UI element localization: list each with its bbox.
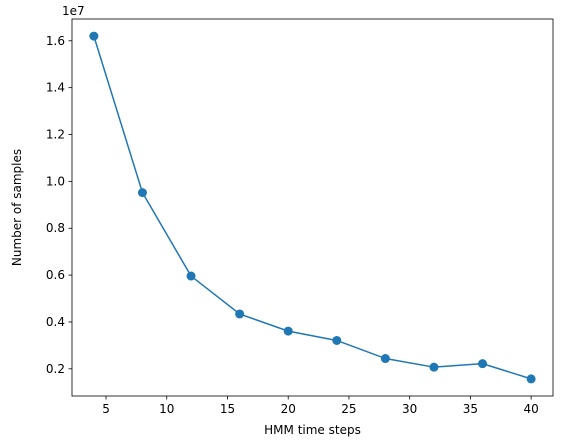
data-point: [283, 326, 293, 336]
x-tick-label: 30: [402, 402, 417, 416]
y-tick-label: 1.4: [46, 81, 65, 95]
y-axis-label: Number of samples: [10, 149, 24, 266]
data-point: [478, 359, 488, 369]
y-tick-label: 1.6: [46, 34, 65, 48]
data-point: [526, 374, 536, 384]
data-point: [380, 354, 390, 364]
y-tick-label: 0.6: [46, 268, 65, 282]
x-tick-label: 40: [523, 402, 538, 416]
y-axis-ticks: 0.2 0.4 0.6 0.8 1.0 1.2 1.4 1.6: [46, 34, 72, 376]
y-tick-label: 0.4: [46, 315, 65, 329]
data-point: [235, 309, 245, 319]
x-tick-label: 25: [341, 402, 356, 416]
data-point: [332, 335, 342, 345]
x-tick-label: 20: [281, 402, 296, 416]
data-point: [429, 362, 439, 372]
x-tick-label: 35: [463, 402, 478, 416]
series-line: [93, 35, 532, 380]
y-tick-label: 0.8: [46, 221, 65, 235]
y-tick-label: 1.0: [46, 174, 65, 188]
y-tick-label: 0.2: [46, 362, 65, 376]
x-axis-label: HMM time steps: [264, 423, 361, 437]
series-group: [89, 31, 536, 384]
x-axis-ticks: 5 10 15 20 25 30 35 40: [102, 396, 539, 416]
y-offset-label: 1e7: [62, 4, 85, 18]
x-tick-label: 15: [220, 402, 235, 416]
data-point: [89, 31, 99, 41]
data-point: [186, 271, 196, 281]
x-tick-label: 5: [102, 402, 110, 416]
x-tick-label: 10: [159, 402, 174, 416]
data-point: [137, 188, 147, 198]
y-tick-label: 1.2: [46, 128, 65, 142]
plot-frame: [71, 18, 554, 397]
